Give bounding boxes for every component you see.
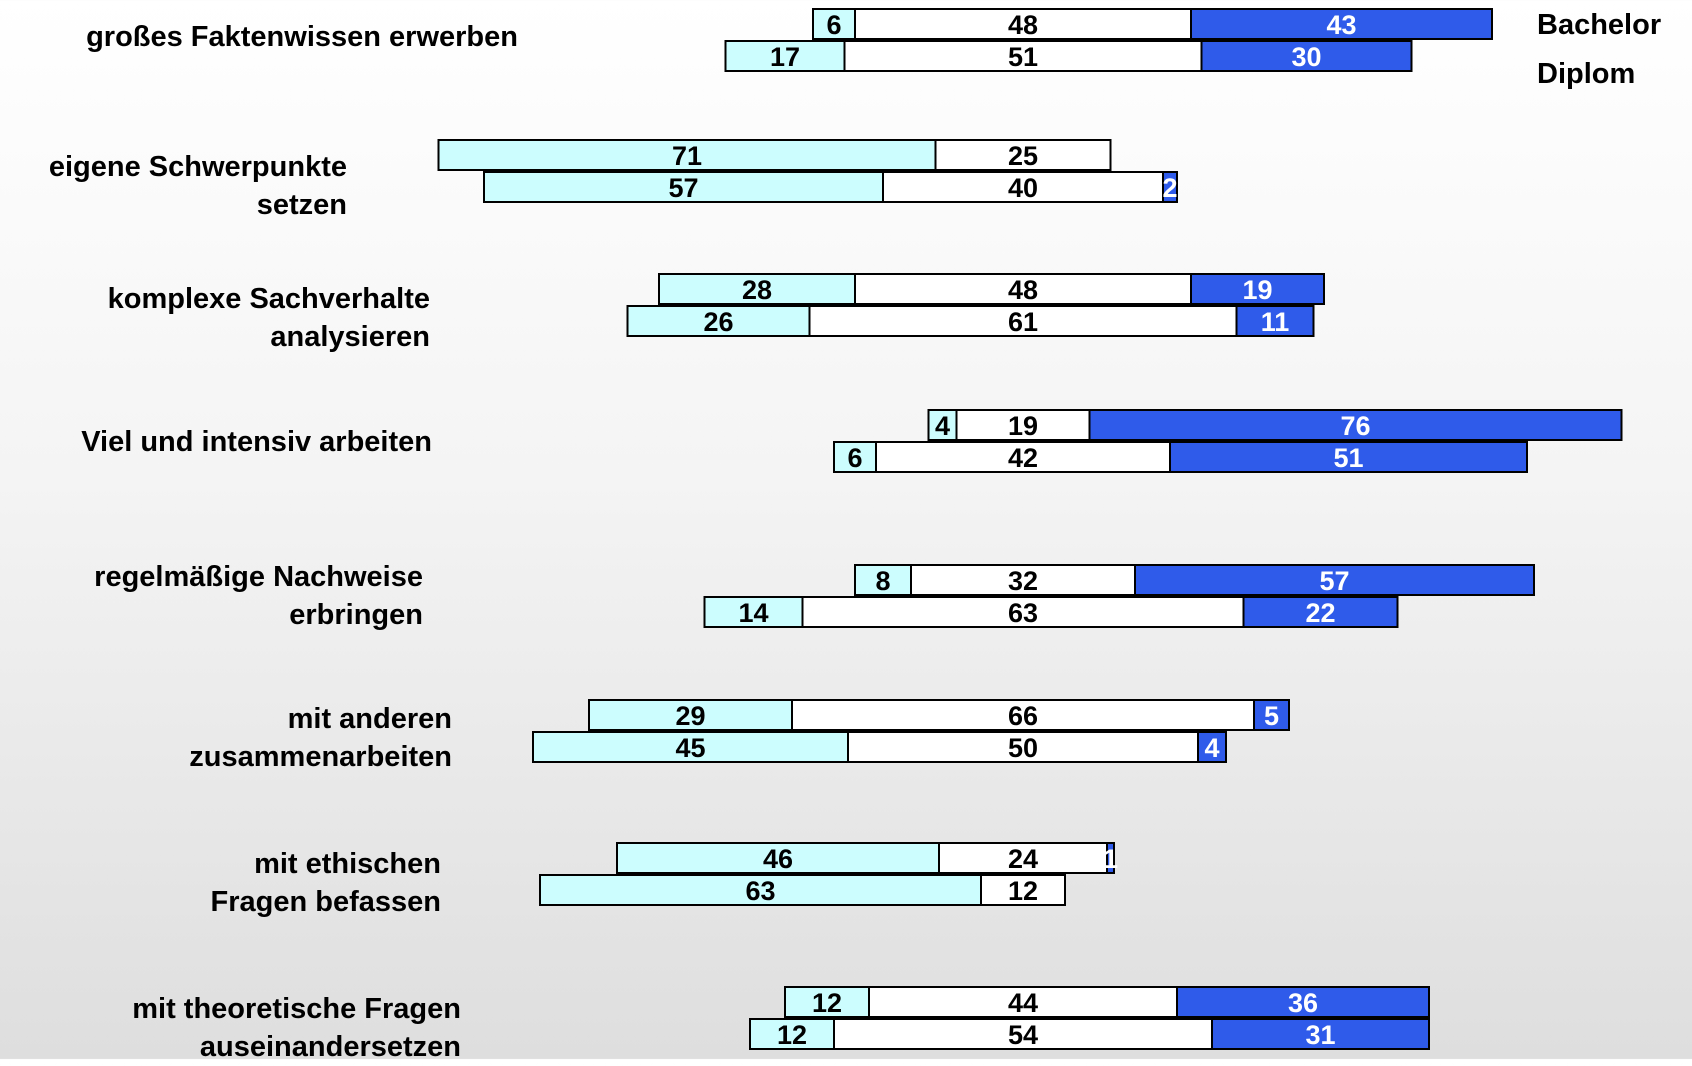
diplom-bar-mid bbox=[875, 441, 1171, 473]
diplom-bar-high bbox=[1211, 1018, 1430, 1050]
bachelor-bar-mid bbox=[938, 842, 1108, 874]
diplom-value-label: 45 bbox=[675, 733, 705, 763]
diplom-value-label: 40 bbox=[1008, 173, 1038, 203]
diplom-bar-high bbox=[1235, 305, 1315, 337]
diplom-value-label: 63 bbox=[1008, 598, 1038, 628]
diplom-value-label: 63 bbox=[745, 876, 775, 906]
bachelor-value-label: 48 bbox=[1008, 10, 1038, 40]
bachelor-value-label: 12 bbox=[812, 988, 842, 1018]
bachelor-bar-high bbox=[1190, 8, 1493, 40]
bachelor-value-label: 24 bbox=[1008, 844, 1038, 874]
diplom-value-label: 51 bbox=[1008, 42, 1038, 72]
bachelor-bar-mid bbox=[910, 564, 1136, 596]
bachelor-bar-high bbox=[1176, 986, 1430, 1018]
bachelor-value-label: 25 bbox=[1008, 141, 1038, 171]
category-label: eigene Schwerpunkte setzen bbox=[48, 151, 347, 221]
bachelor-bar-high bbox=[1088, 409, 1623, 441]
diplom-bar-low bbox=[532, 731, 849, 763]
legend-diplom: Diplom bbox=[1537, 58, 1636, 90]
diplom-bar-low bbox=[483, 171, 884, 203]
legend-bachelor: Bachelor bbox=[1537, 9, 1662, 41]
bachelor-bar-high bbox=[1190, 273, 1325, 305]
diplom-value-label: 17 bbox=[770, 42, 800, 72]
bachelor-bar-low bbox=[927, 409, 958, 441]
diplom-bar-low bbox=[833, 441, 877, 473]
bachelor-value-label: 8 bbox=[875, 566, 890, 596]
diplom-value-label: 11 bbox=[1261, 307, 1290, 337]
category-label: großes Faktenwissen erwerben bbox=[86, 21, 518, 53]
diplom-value-label: 22 bbox=[1305, 598, 1335, 628]
bachelor-value-label: 28 bbox=[742, 275, 772, 305]
diplom-bar-high bbox=[1200, 40, 1413, 72]
category-label: mit theoretische Fragen auseinandersetzen bbox=[132, 993, 461, 1063]
category-label: regelmäßige Nachweise erbringen bbox=[94, 561, 423, 631]
bachelor-value-label: 5 bbox=[1264, 701, 1279, 731]
bachelor-value-label: 1 bbox=[1103, 844, 1118, 874]
diplom-value-label: 26 bbox=[703, 307, 733, 337]
bachelor-value-label: 36 bbox=[1288, 988, 1318, 1018]
diplom-value-label: 57 bbox=[668, 173, 698, 203]
bachelor-bar-low bbox=[437, 139, 937, 171]
bachelor-value-label: 19 bbox=[1242, 275, 1272, 305]
diplom-bar-mid bbox=[882, 171, 1164, 203]
diplom-bar-low bbox=[724, 40, 846, 72]
bachelor-bar-high bbox=[1106, 842, 1115, 874]
category-label: Viel und intensiv arbeiten bbox=[81, 426, 432, 458]
diplom-bar-high bbox=[1242, 596, 1399, 628]
bachelor-value-label: 6 bbox=[826, 10, 841, 40]
bachelor-bar-low bbox=[588, 699, 793, 731]
diplom-value-label: 31 bbox=[1305, 1020, 1335, 1050]
diplom-bar-mid bbox=[808, 305, 1238, 337]
diplom-value-label: 12 bbox=[1008, 876, 1038, 906]
bachelor-bar-mid bbox=[934, 139, 1112, 171]
diplom-value-label: 50 bbox=[1008, 733, 1038, 763]
diplom-bar-low bbox=[749, 1018, 835, 1050]
diplom-value-label: 4 bbox=[1204, 733, 1219, 763]
diplom-value-label: 6 bbox=[847, 443, 862, 473]
diplom-bar-mid bbox=[833, 1018, 1213, 1050]
bachelor-value-label: 32 bbox=[1008, 566, 1038, 596]
bachelor-value-label: 4 bbox=[935, 411, 950, 441]
category-label: komplexe Sachverhalte analysieren bbox=[107, 283, 430, 353]
diplom-bar-high bbox=[1197, 731, 1227, 763]
bachelor-value-label: 29 bbox=[675, 701, 705, 731]
diplom-bar-high bbox=[1169, 441, 1528, 473]
category-label: mit anderen zusammenarbeiten bbox=[189, 703, 452, 773]
diplom-value-label: 61 bbox=[1008, 307, 1038, 337]
diplom-value-label: 42 bbox=[1008, 443, 1038, 473]
diplom-value-label: 30 bbox=[1291, 42, 1321, 72]
category-label: mit ethischen Fragen befassen bbox=[210, 848, 441, 918]
diplom-bar-low bbox=[626, 305, 811, 337]
diplom-bar-mid bbox=[847, 731, 1199, 763]
diplom-bar-mid bbox=[801, 596, 1245, 628]
bachelor-bar-low bbox=[812, 8, 856, 40]
diplom-bar-mid bbox=[843, 40, 1203, 72]
diplom-value-label: 54 bbox=[1008, 1020, 1038, 1050]
bachelor-bar-high bbox=[1253, 699, 1290, 731]
diplom-value-label: 12 bbox=[777, 1020, 807, 1050]
bachelor-value-label: 66 bbox=[1008, 701, 1038, 731]
diplom-bar-mid bbox=[980, 874, 1066, 906]
bachelor-value-label: 71 bbox=[672, 141, 702, 171]
bachelor-bar-mid bbox=[955, 409, 1091, 441]
bachelor-value-label: 19 bbox=[1008, 411, 1038, 441]
bachelor-value-label: 44 bbox=[1008, 988, 1038, 1018]
diplom-bar-low bbox=[703, 596, 804, 628]
bachelor-value-label: 48 bbox=[1008, 275, 1038, 305]
bachelor-bar-mid bbox=[854, 8, 1192, 40]
bachelor-value-label: 43 bbox=[1326, 10, 1356, 40]
bachelor-value-label: 76 bbox=[1340, 411, 1370, 441]
diplom-value-label: 2 bbox=[1162, 173, 1177, 203]
diplom-value-label: 51 bbox=[1333, 443, 1363, 473]
bachelor-bar-mid bbox=[868, 986, 1178, 1018]
bachelor-value-label: 57 bbox=[1319, 566, 1349, 596]
bachelor-value-label: 46 bbox=[763, 844, 793, 874]
bachelor-bar-high bbox=[1134, 564, 1535, 596]
diplom-value-label: 14 bbox=[738, 598, 768, 628]
diplom-bar-high bbox=[1162, 171, 1178, 203]
